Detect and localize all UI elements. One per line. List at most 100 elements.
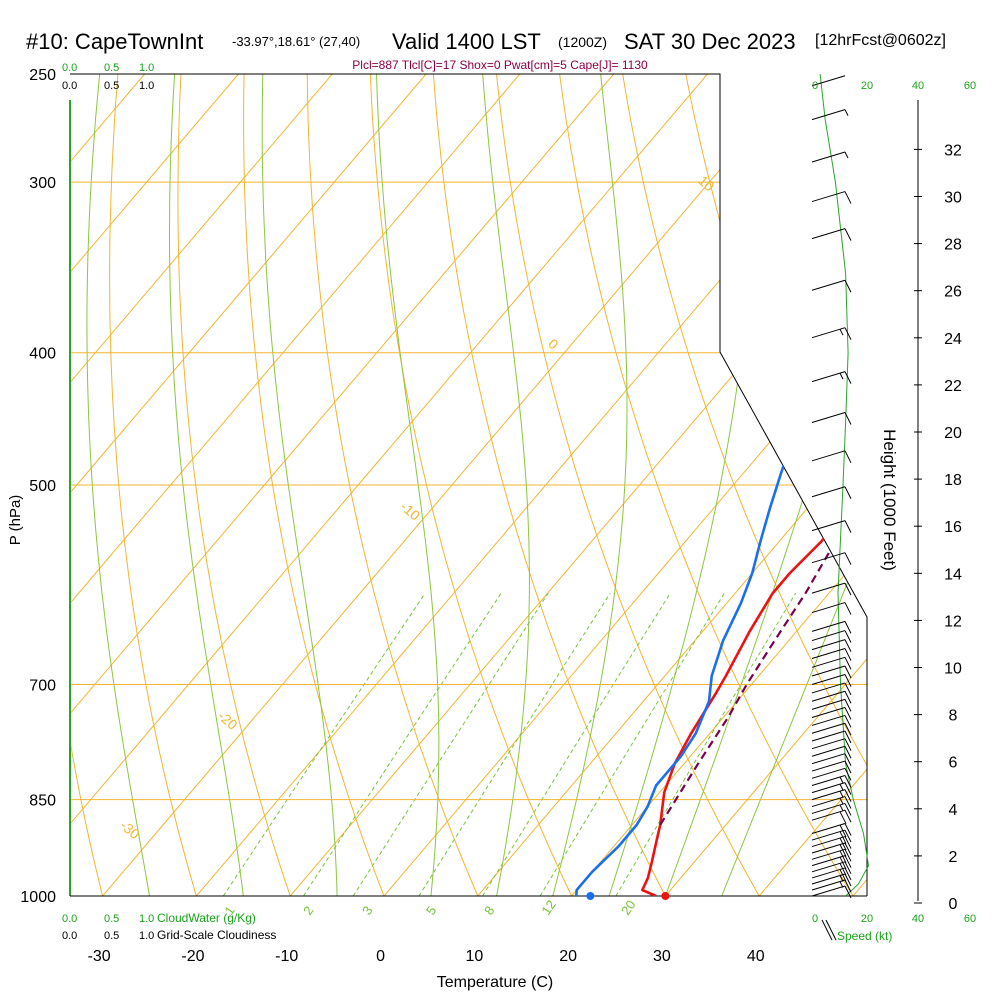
speed-bottom-tick: 40	[912, 913, 924, 925]
isotherm-line	[852, 74, 867, 896]
wind-barb-flag	[844, 873, 852, 887]
wind-barb-half-flag	[844, 109, 849, 116]
speed-bottom-tick: 20	[861, 913, 873, 925]
wind-barb	[811, 639, 852, 652]
mixing-ratio-label: 5	[423, 903, 439, 918]
dry-adiabat	[556, 74, 854, 896]
wind-barb	[811, 722, 852, 736]
isotherm-line	[665, 74, 867, 896]
wind-barb-staff	[811, 191, 846, 203]
wind-barb-staff	[811, 582, 846, 594]
wind-barb-staff	[811, 823, 846, 835]
wind-barb-flag	[844, 796, 852, 809]
wind-barb	[811, 75, 846, 87]
wind-barb	[811, 682, 852, 696]
wind-barb-half-flag	[844, 151, 849, 159]
wind-barb-flag	[844, 520, 852, 533]
wind-barb-flag	[844, 738, 852, 751]
dry-adiabat	[243, 74, 385, 896]
wind-barb-staff	[811, 714, 846, 726]
pressure-label: 700	[29, 678, 56, 695]
wind-barb	[811, 327, 852, 340]
wind-barb-staff	[811, 802, 846, 814]
wind-barb-staff	[811, 602, 846, 614]
height-tick-label: 16	[944, 519, 962, 536]
wind-barb-flag	[844, 674, 852, 687]
forecast-info: [12hrFcst@0602z]	[815, 32, 946, 49]
dry-adiabat	[368, 74, 573, 896]
wind-barb-staff	[811, 767, 846, 779]
wind-barb-half-flag	[839, 875, 844, 882]
wind-barb-flag	[839, 831, 847, 844]
wind-barb	[811, 842, 852, 857]
wind-barb-staff	[811, 738, 846, 750]
temperature-line	[640, 96, 867, 896]
wind-barb-flag	[844, 690, 852, 704]
height-tick-label: 4	[949, 802, 958, 819]
moist-adiabat	[482, 74, 530, 896]
wind-barb-staff	[811, 371, 846, 383]
pressure-label: 500	[29, 478, 56, 495]
wind-barb	[811, 848, 852, 864]
x-axis-title: Temperature (C)	[437, 974, 553, 991]
wind-barb-flag	[844, 809, 852, 823]
wind-barb-flag	[844, 486, 852, 499]
wind-barb	[811, 879, 852, 893]
wind-barb	[811, 279, 852, 293]
height-tick-label: 2	[949, 849, 958, 866]
height-tick-label: 8	[949, 708, 958, 725]
wind-barb	[811, 873, 852, 887]
wind-barb-staff	[811, 829, 846, 841]
pressure-label: 1000	[20, 889, 56, 906]
wind-barb-flag	[844, 582, 852, 596]
wind-barb-flag	[844, 191, 852, 204]
wind-barb-staff	[811, 873, 846, 885]
wind-barb	[811, 191, 852, 204]
wind-barb-flag	[844, 782, 852, 795]
dry-adiabat	[0, 50, 9, 896]
wind-barb	[811, 656, 852, 670]
speed-top-tick: 20	[861, 80, 873, 92]
wind-barb-staff	[825, 919, 837, 941]
cloudiness-top-tick: 0.0	[62, 80, 77, 92]
height-tick-label: 28	[944, 237, 962, 254]
wind-barb	[811, 648, 852, 661]
wind-barb	[811, 109, 849, 121]
y-axis-title: P (hPa)	[7, 495, 24, 546]
dry-adiabat	[70, 74, 104, 896]
wind-barb-flag	[844, 723, 852, 736]
isotherm-line	[70, 74, 239, 896]
wind-barb-staff	[811, 745, 846, 757]
wind-barb	[811, 782, 852, 795]
cloudiness-top-tick: 0.5	[104, 80, 119, 92]
wind-barb-staff	[811, 722, 846, 734]
dry-adiabat	[993, 50, 1000, 896]
wind-barb-flag	[844, 849, 852, 862]
wind-barb-staff	[811, 75, 846, 87]
wind-barb	[811, 620, 852, 634]
wind-barb-flag	[844, 630, 852, 643]
wind-barb-staff	[821, 919, 833, 941]
height-tick-label: 10	[944, 661, 962, 678]
mixing-ratio-label: 2	[300, 903, 316, 918]
wind-barb-half-flag	[839, 783, 844, 791]
isotherm-label: -10	[397, 498, 423, 523]
wind-barb-staff	[811, 639, 846, 651]
wind-barb	[811, 665, 852, 679]
cloudwater-bottom-tick: 1.0	[139, 913, 154, 925]
mixing-ratio-line	[222, 592, 426, 896]
wind-barb-flag	[844, 842, 852, 856]
zulu-time: (1200Z)	[558, 34, 608, 50]
wind-barb-flag	[844, 699, 852, 712]
cloudwater-label: CloudWater (g/Kg)	[157, 911, 256, 925]
height-tick-label: 6	[949, 755, 958, 772]
wind-barb-flag	[844, 823, 852, 836]
wind-barb	[811, 582, 852, 596]
wind-barb-flag	[844, 450, 852, 464]
height-tick-label: 14	[944, 566, 962, 583]
wind-barb-staff	[811, 753, 846, 765]
wind-barb-flag	[844, 775, 852, 788]
pressure-label: 400	[29, 346, 56, 363]
wind-barb-staff	[811, 151, 846, 163]
